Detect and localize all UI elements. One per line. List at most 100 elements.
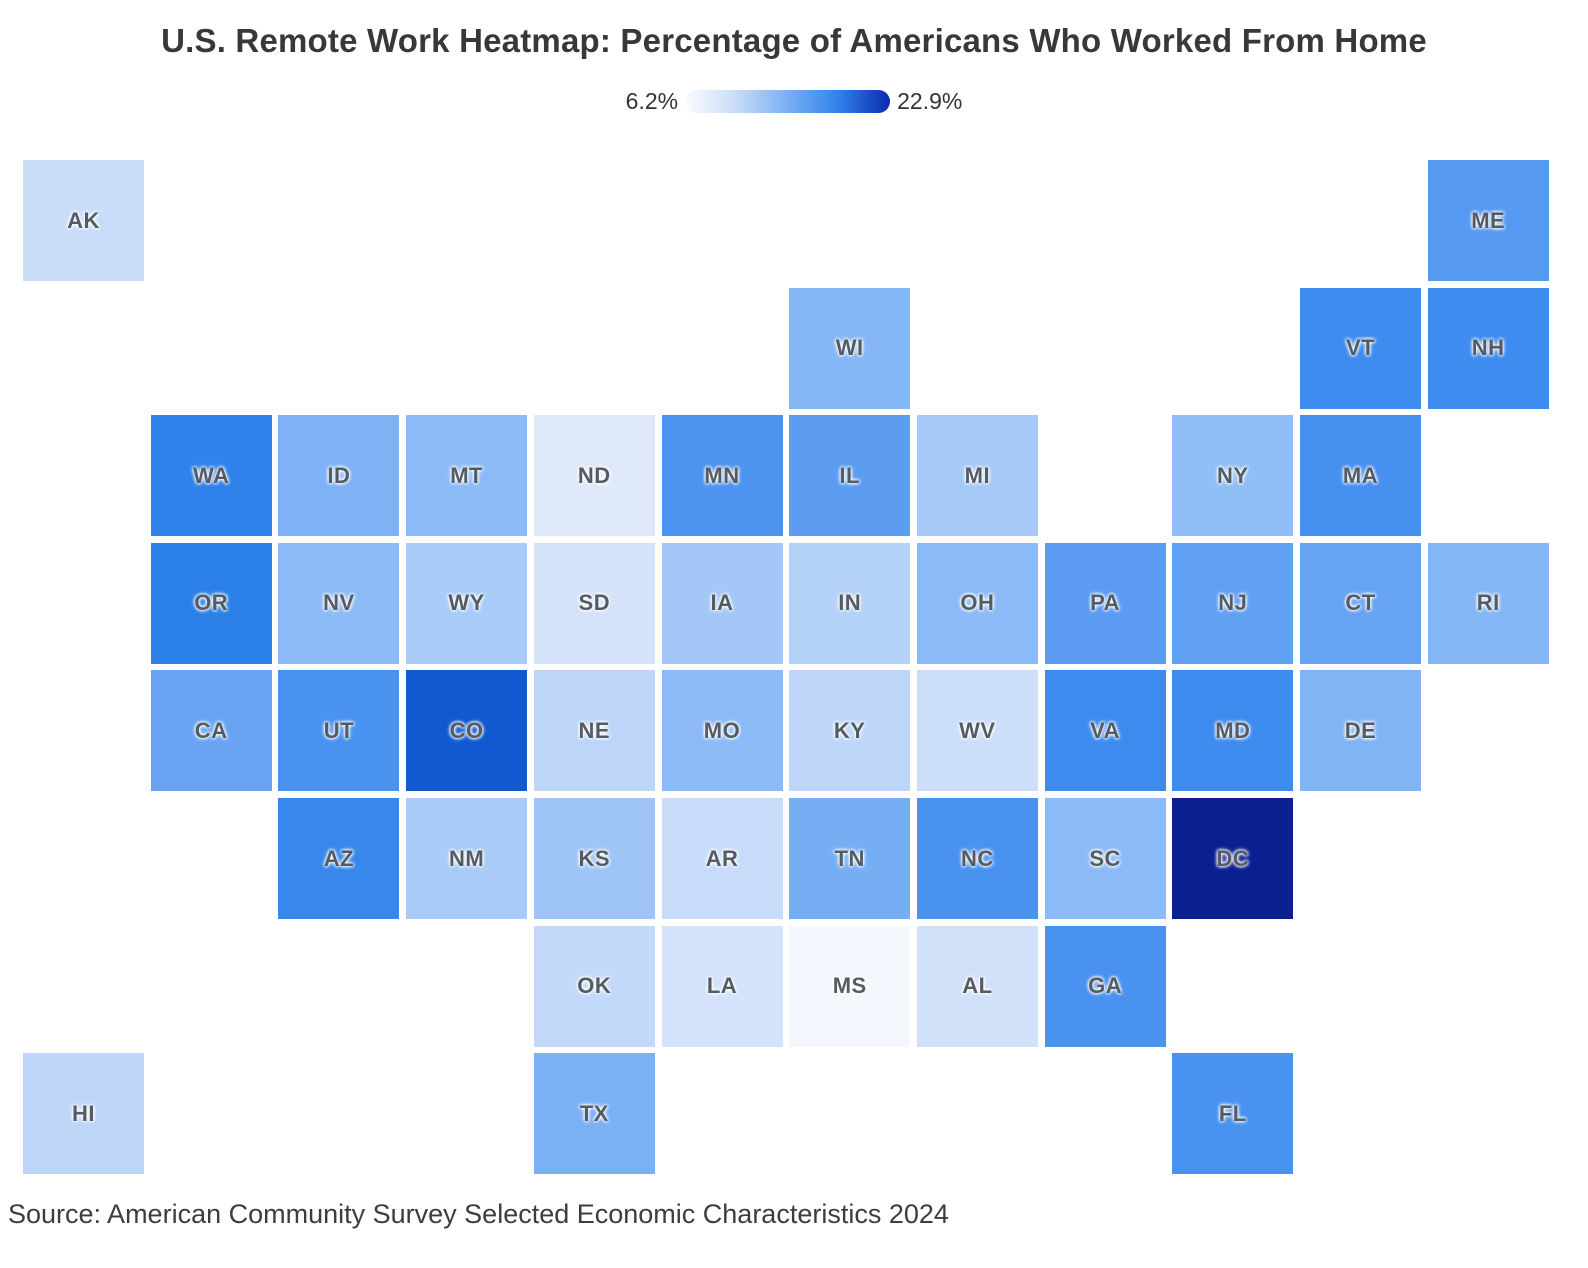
state-tile-nc: NC [916,798,1038,919]
state-tile-in: IN [789,542,911,664]
state-label-oh: OH [960,590,995,616]
color-legend: 6.2% 22.9% [0,88,1588,115]
state-tile-ct: CT [1300,542,1421,664]
state-label-mn: MN [704,462,740,488]
state-label-sd: SD [578,590,611,616]
source-note: Source: American Community Survey Select… [8,1199,949,1229]
state-label-co: CO [449,717,484,743]
state-label-il: IL [839,462,860,488]
state-tile-ia: IA [661,542,783,664]
state-label-sc: SC [1089,845,1121,871]
state-tile-hi: HI [23,1053,144,1175]
state-label-nc: NC [961,845,994,871]
chart-title: U.S. Remote Work Heatmap: Percentage of … [161,22,1427,59]
state-label-ky: KY [833,717,866,743]
state-tile-wa: WA [150,415,272,537]
state-label-wv: WV [959,717,996,743]
state-label-wa: WA [192,462,230,488]
state-tile-il: IL [789,415,911,537]
state-tile-ri: RI [1427,542,1549,664]
state-tile-md: MD [1172,670,1294,792]
state-label-md: MD [1215,717,1251,743]
state-tile-mt: MT [406,415,528,537]
state-label-al: AL [962,973,993,999]
state-label-ak: AK [67,207,100,233]
state-label-ca: CA [194,717,228,743]
state-tile-tn: TN [789,798,911,919]
state-label-ga: GA [1088,973,1123,999]
state-tile-ca: CA [150,670,272,792]
state-tile-wv: WV [916,670,1038,792]
state-label-tx: TX [579,1100,609,1126]
state-label-ma: MA [1342,462,1379,488]
legend-max-label: 22.9% [897,88,963,114]
state-tile-de: DE [1300,670,1421,792]
state-tile-az: AZ [278,798,400,919]
state-label-nh: NH [1471,335,1505,361]
state-label-mi: MI [964,462,991,488]
state-tile-sd: SD [533,542,655,664]
state-tile-al: AL [916,925,1038,1047]
state-label-az: AZ [323,845,355,871]
state-tile-vt: VT [1300,287,1421,409]
state-tile-sc: SC [1044,798,1166,919]
state-tile-dc: DC [1172,798,1294,919]
state-label-ne: NE [578,717,611,743]
state-tile-nj: NJ [1172,542,1294,664]
state-tile-mo: MO [661,670,783,792]
state-label-mt: MT [450,462,483,488]
state-tile-ms: MS [789,925,911,1047]
state-tile-ak: AK [23,160,144,281]
state-tile-nm: NM [406,798,528,919]
state-label-ms: MS [832,973,867,999]
state-label-mo: MO [703,717,741,743]
state-label-fl: FL [1218,1100,1247,1126]
state-tile-pa: PA [1044,542,1166,664]
state-label-ct: CT [1345,590,1376,616]
state-tile-tx: TX [533,1053,655,1175]
state-label-wi: WI [835,335,864,361]
state-tile-ky: KY [789,670,911,792]
state-label-hi: HI [72,1100,95,1126]
state-label-ia: IA [710,590,734,616]
state-tile-ar: AR [661,798,783,919]
state-tile-wi: WI [789,287,911,409]
state-tile-nh: NH [1427,287,1549,409]
state-label-ut: UT [323,717,355,743]
legend-gradient-bar [685,90,891,113]
state-label-ar: AR [705,845,739,871]
state-label-me: ME [1471,207,1506,233]
state-tile-id: ID [278,415,400,537]
state-tile-ma: MA [1300,415,1421,537]
state-label-pa: PA [1090,590,1121,616]
state-label-nv: NV [323,590,355,616]
state-tile-la: LA [661,925,783,1047]
state-tile-ne: NE [533,670,655,792]
state-tile-co: CO [406,670,528,792]
state-tile-me: ME [1427,160,1549,281]
state-label-ok: OK [577,973,612,999]
state-label-ri: RI [1476,590,1500,616]
state-tile-wy: WY [406,542,528,664]
state-tile-nd: ND [533,415,655,537]
state-label-or: OR [194,590,229,616]
state-tile-mn: MN [661,415,783,537]
state-tile-ga: GA [1044,925,1166,1047]
state-tile-ny: NY [1172,415,1294,537]
state-tile-ok: OK [533,925,655,1047]
state-label-ks: KS [578,845,611,871]
state-label-de: DE [1344,717,1377,743]
state-label-va: VA [1090,717,1121,743]
state-label-nd: ND [577,462,611,488]
state-tile-mi: MI [916,415,1038,537]
state-tile-fl: FL [1172,1053,1294,1175]
state-label-dc: DC [1216,845,1250,871]
state-tile-va: VA [1044,670,1166,792]
state-tile-oh: OH [916,542,1038,664]
state-tile-nv: NV [278,542,400,664]
state-label-la: LA [706,973,738,999]
state-label-in: IN [838,590,862,616]
state-label-wy: WY [448,590,485,616]
